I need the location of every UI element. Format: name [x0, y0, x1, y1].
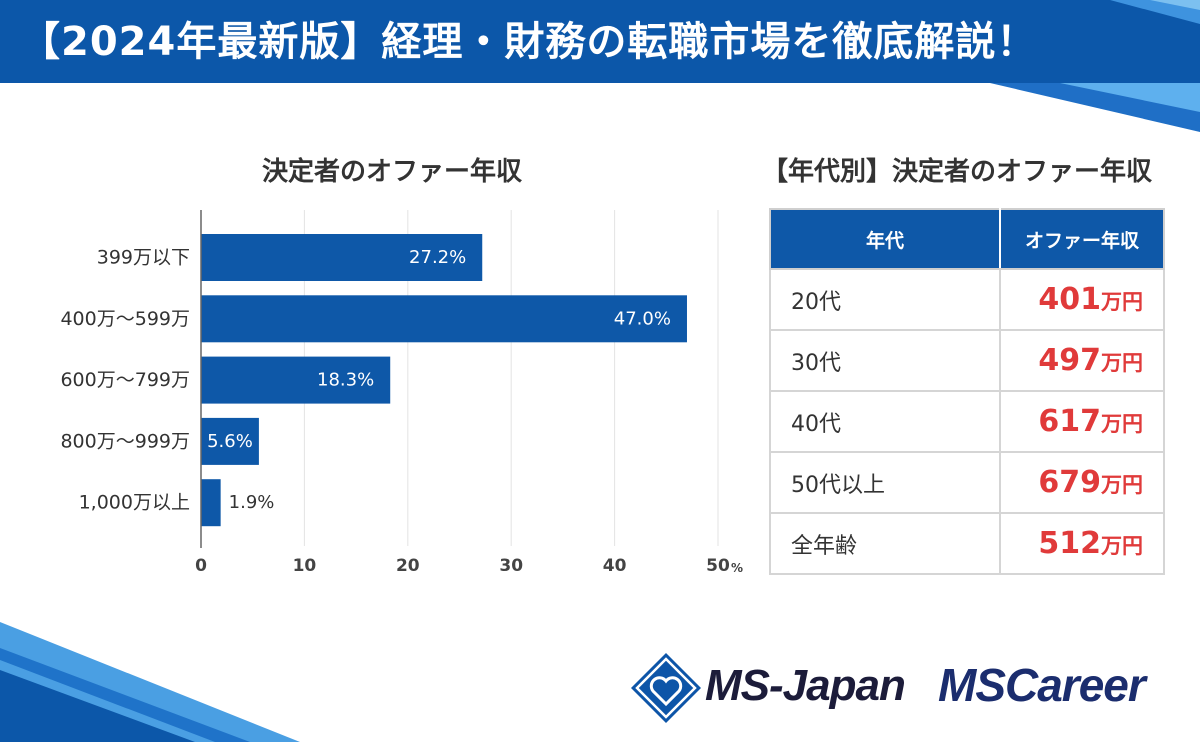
- age-cell: 30代: [769, 329, 1001, 392]
- age-offer-table: 年代 オファー年収 20代 401万円 30代 497万円 40代 617万円 …: [769, 208, 1165, 575]
- table-row: 全年齢 512万円: [769, 512, 1165, 575]
- table-title: 【年代別】決定者のオファー年収: [762, 157, 1153, 187]
- offer-amount: 512: [1038, 526, 1101, 561]
- age-cell: 20代: [769, 268, 1001, 331]
- tick-label: 40: [603, 556, 627, 576]
- header-background: [0, 0, 1200, 132]
- bar: [201, 417, 259, 465]
- bar: [201, 356, 391, 404]
- tick-label: 30: [499, 556, 523, 576]
- bar: [201, 234, 483, 281]
- tick-label: 10: [293, 556, 317, 576]
- ms-japan-logo: MS-Japan: [705, 661, 906, 710]
- data-label: 18.3%: [317, 370, 374, 391]
- category-label: 399万以下: [97, 247, 190, 269]
- page-title: 【2024年最新版】経理・財務の転職市場を徹底解説！: [20, 19, 1038, 65]
- offer-amount: 679: [1038, 465, 1101, 500]
- offer-amount: 497: [1038, 343, 1101, 378]
- table-header-row: 年代 オファー年収: [770, 209, 1164, 270]
- age-cell: 40代: [769, 390, 1001, 453]
- data-label: 1.9%: [229, 492, 275, 513]
- table-row: 40代 617万円: [769, 390, 1165, 453]
- axis-unit-label: %: [731, 561, 743, 575]
- header-stripe: [1150, 0, 1200, 10]
- table-row: 30代 497万円: [769, 329, 1165, 392]
- category-label: 800万～999万: [60, 430, 190, 452]
- column-header-offer: オファー年収: [1000, 209, 1164, 270]
- header-stripe: [1110, 0, 1200, 24]
- tick-label: 0: [195, 556, 207, 576]
- corner-stripe: [0, 648, 250, 742]
- header-banner: [0, 0, 1200, 83]
- offer-amount: 617: [1038, 404, 1101, 439]
- offer-cell: 617万円: [999, 390, 1165, 453]
- offer-unit: 万円: [1101, 351, 1143, 375]
- category-label: 400万～599万: [60, 308, 190, 330]
- tick-label: 50: [706, 556, 730, 576]
- tick-label: 20: [396, 556, 420, 576]
- offer-unit: 万円: [1101, 473, 1143, 497]
- table-row: 50代以上 679万円: [769, 451, 1165, 514]
- bar: [201, 295, 687, 343]
- category-label: 600万～799万: [60, 369, 190, 391]
- offer-cell: 512万円: [999, 512, 1165, 575]
- offer-unit: 万円: [1101, 534, 1143, 558]
- header-stripe: [1060, 83, 1200, 112]
- data-label: 5.6%: [207, 431, 253, 452]
- age-cell: 50代以上: [769, 451, 1001, 514]
- bar: [201, 479, 221, 527]
- offer-cell: 497万円: [999, 329, 1165, 392]
- corner-stripe: [0, 670, 195, 742]
- ms-japan-logo-icon: [631, 653, 701, 723]
- category-label: 1,000万以上: [79, 492, 190, 514]
- offer-unit: 万円: [1101, 412, 1143, 436]
- ms-career-logo: MSCareer: [938, 659, 1146, 711]
- bar-chart: 決定者のオファー年収 399万以下 27.2% 400万～599万 47.0% 600万…: [60, 156, 743, 576]
- column-header-age: 年代: [770, 209, 1001, 270]
- offer-cell: 679万円: [999, 451, 1165, 514]
- offer-amount: 401: [1038, 282, 1101, 317]
- data-label: 47.0%: [614, 308, 671, 329]
- corner-stripes: [0, 622, 300, 742]
- data-label: 27.2%: [409, 247, 466, 268]
- table-row: 20代 401万円: [769, 268, 1165, 331]
- offer-unit: 万円: [1101, 290, 1143, 314]
- age-cell: 全年齢: [769, 512, 1001, 575]
- chart-title: 決定者のオファー年収: [262, 156, 523, 187]
- offer-cell: 401万円: [999, 268, 1165, 331]
